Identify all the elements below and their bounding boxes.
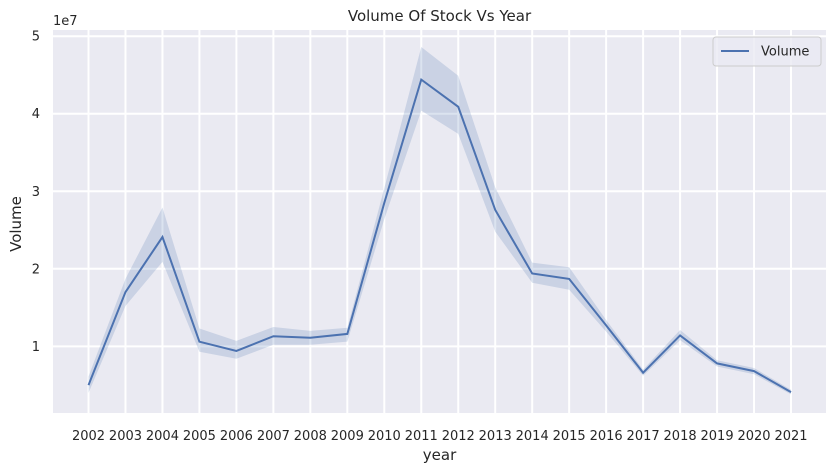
x-tick-label: 2013 bbox=[479, 429, 512, 444]
legend: Volume bbox=[712, 36, 822, 67]
x-tick-label: 2018 bbox=[664, 429, 697, 444]
x-tick-label: 2021 bbox=[774, 429, 807, 444]
y-tick-label: 5 bbox=[32, 30, 40, 45]
x-tick-label: 2019 bbox=[701, 429, 734, 444]
series-line-volume bbox=[87, 77, 792, 393]
confidence-band bbox=[88, 47, 791, 395]
y-axis-label: Volume bbox=[7, 196, 25, 252]
x-tick-label: 2011 bbox=[405, 429, 438, 444]
y-tick-label: 4 bbox=[32, 107, 40, 122]
data-points bbox=[88, 79, 792, 393]
x-tick-label: 2004 bbox=[146, 429, 179, 444]
x-tick-label: 2003 bbox=[109, 429, 142, 444]
y-tick-label: 2 bbox=[32, 262, 40, 277]
x-tick-label: 2009 bbox=[331, 429, 364, 444]
y-scale-multiplier: 1e7 bbox=[53, 14, 78, 29]
x-tick-label: 2014 bbox=[516, 429, 549, 444]
x-tick-label: 2017 bbox=[627, 429, 660, 444]
chart-title: Volume Of Stock Vs Year bbox=[348, 7, 532, 25]
x-tick-label: 2016 bbox=[590, 429, 623, 444]
x-tick-label: 2008 bbox=[294, 429, 327, 444]
x-gridlines bbox=[87, 30, 792, 413]
x-tick-label: 2020 bbox=[737, 429, 770, 444]
y-tick-label: 1 bbox=[32, 340, 40, 355]
x-tick-label: 2006 bbox=[220, 429, 253, 444]
x-tick-label: 2012 bbox=[442, 429, 475, 444]
x-tick-label: 2005 bbox=[183, 429, 216, 444]
y-gridlines bbox=[53, 35, 826, 348]
x-tick-labels: 2002 2003 2004 2005 2006 2007 2008 2009 2010 2011… bbox=[72, 429, 808, 444]
y-tick-label: 3 bbox=[32, 185, 40, 200]
y-tick-labels: 1 2 3 4 5 bbox=[32, 30, 40, 355]
x-axis-label: year bbox=[423, 446, 457, 464]
x-tick-label: 2007 bbox=[257, 429, 290, 444]
legend-label-volume: Volume bbox=[761, 45, 809, 60]
x-tick-label: 2010 bbox=[368, 429, 401, 444]
x-tick-label: 2015 bbox=[553, 429, 586, 444]
legend-box bbox=[712, 36, 822, 67]
x-tick-label: 2002 bbox=[72, 429, 105, 444]
